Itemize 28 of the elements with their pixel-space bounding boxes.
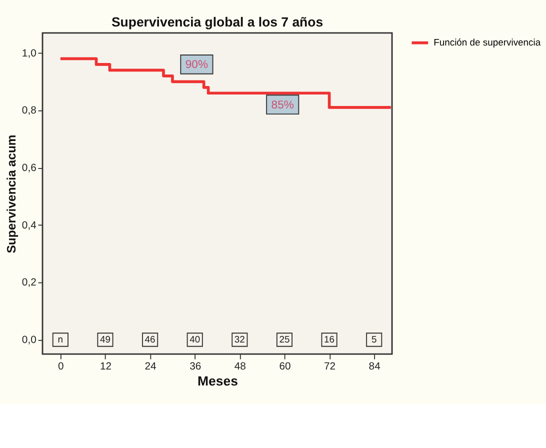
y-tick-label: 0,6 xyxy=(22,162,37,174)
annotation: 16 xyxy=(324,334,335,346)
annotation: 49 xyxy=(100,334,110,346)
x-axis-title: Meses xyxy=(198,374,238,389)
annotation: 32 xyxy=(234,334,245,346)
annotation: 90% xyxy=(185,59,208,72)
y-tick-label: 0,2 xyxy=(22,278,37,289)
annotation: 46 xyxy=(144,334,156,346)
x-tick-label: 84 xyxy=(368,362,381,373)
x-tick-label: 12 xyxy=(100,362,112,373)
x-tick-label: 72 xyxy=(324,362,336,373)
y-tick-label: 1,0 xyxy=(22,48,37,60)
annotation: 25 xyxy=(279,334,290,346)
y-axis-title: Supervivencia acum xyxy=(4,134,18,254)
x-tick-label: 0 xyxy=(58,362,64,373)
annotation: n xyxy=(58,334,64,346)
y-tick-label: 0,8 xyxy=(22,106,37,117)
annotation: 40 xyxy=(190,334,200,346)
chart-title: Supervivencia global a los 7 años xyxy=(111,14,324,30)
annotation: 5 xyxy=(371,334,377,346)
x-tick-label: 24 xyxy=(144,362,157,373)
x-tick-label: 36 xyxy=(190,362,202,373)
y-tick-label: 0,4 xyxy=(22,220,37,232)
legend-label: Función de supervivencia xyxy=(434,38,542,49)
x-tick-label: 48 xyxy=(234,362,246,373)
y-tick-label: 0,0 xyxy=(22,335,37,346)
annotation: 85% xyxy=(271,99,294,112)
x-tick-label: 60 xyxy=(279,362,291,373)
